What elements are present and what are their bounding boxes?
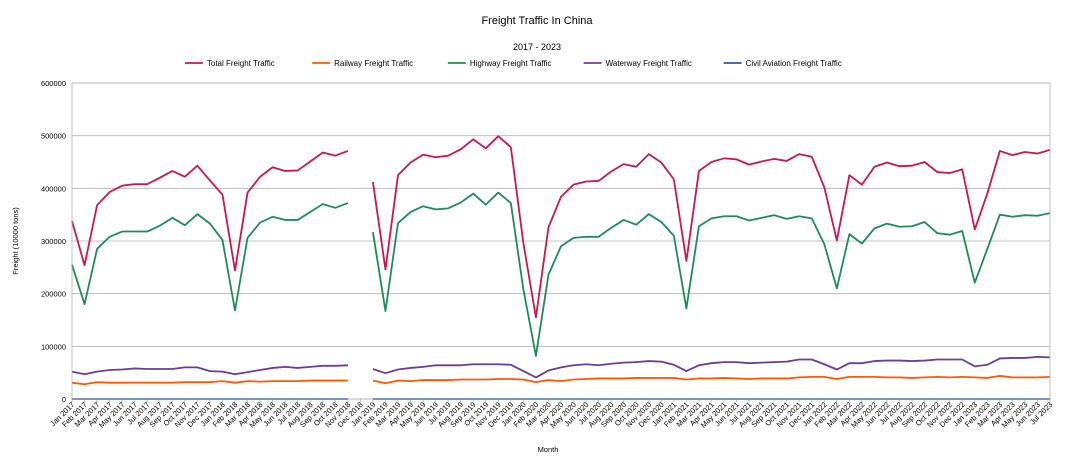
legend-label: Railway Freight Traffic <box>334 59 413 68</box>
y-tick-label: 300000 <box>41 237 66 246</box>
y-tick-label: 100000 <box>41 342 66 351</box>
y-tick-label: 500000 <box>41 132 66 141</box>
y-tick-label: 200000 <box>41 290 66 299</box>
chart-series <box>71 135 1051 400</box>
plot-frame <box>71 82 1051 400</box>
series-line-2 <box>71 374 1051 386</box>
legend-label: Total Freight Traffic <box>207 59 275 68</box>
chart-gridlines <box>72 82 1050 400</box>
legend-label: Highway Freight Traffic <box>470 59 552 68</box>
chart-legend: Total Freight Traffic Railway Freight Tra… <box>184 59 842 68</box>
series-line-3 <box>71 191 1051 357</box>
y-tick-label: 0 <box>62 395 66 404</box>
legend-label: Civil Aviation Freight Traffic <box>746 59 842 68</box>
x-axis-label: Month <box>538 445 559 454</box>
y-axis-label: Freight (10000 tons) <box>11 207 20 275</box>
chart-subtitle: 2017 - 2023 <box>513 42 561 52</box>
y-tick-label: 600000 <box>41 79 66 88</box>
series-line-1 <box>71 135 1051 319</box>
chart-title: Freight Traffic In China <box>481 15 593 27</box>
y-tick-label: 400000 <box>41 184 66 193</box>
y-axis-ticks: 0 100000 200000 300000 400000 500000 600000 <box>41 79 66 404</box>
series-line-4 <box>71 355 1051 379</box>
legend-label: Waterway Freight Traffic <box>606 59 692 68</box>
